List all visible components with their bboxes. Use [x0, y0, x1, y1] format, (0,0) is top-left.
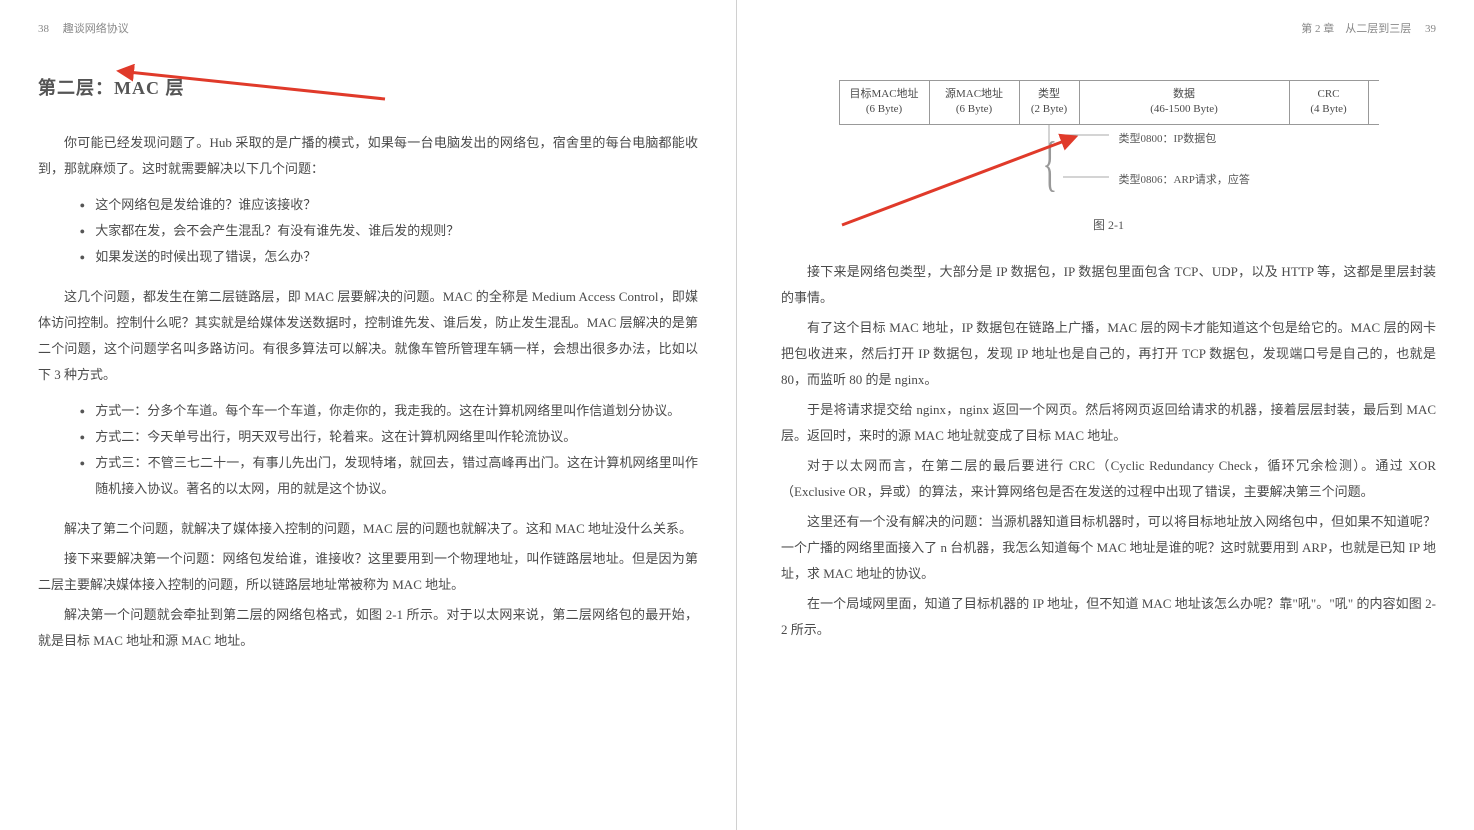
question-list: 这个网络包是发给谁的？谁应该接收？ 大家都在发，会不会产生混乱？有没有谁先发、谁… — [80, 192, 698, 270]
list-item: 这个网络包是发给谁的？谁应该接收？ — [80, 192, 698, 218]
book-page-left: 38 趣谈网络协议 第二层：MAC 层 你可能已经发现问题了。Hub 采取的是广… — [0, 0, 737, 830]
frame-cell: 源MAC地址(6 Byte) — [929, 81, 1019, 124]
paragraph: 有了这个目标 MAC 地址，IP 数据包在链路上广播，MAC 层的网卡才能知道这… — [781, 315, 1436, 393]
paragraph: 解决了第二个问题，就解决了媒体接入控制的问题，MAC 层的问题也就解决了。这和 … — [38, 516, 698, 542]
frame-cell: 目标MAC地址(6 Byte) — [839, 81, 929, 124]
section-title: 第二层：MAC 层 — [38, 70, 698, 106]
paragraph: 你可能已经发现问题了。Hub 采取的是广播的模式，如果每一台电脑发出的网络包，宿… — [38, 130, 698, 182]
page-number: 38 — [38, 23, 49, 35]
type-label-1: 类型0800：IP数据包 — [1119, 128, 1217, 150]
paragraph: 这几个问题，都发生在第二层链路层，即 MAC 层要解决的问题。MAC 的全称是 … — [38, 284, 698, 388]
paragraph: 于是将请求提交给 nginx，nginx 返回一个网页。然后将网页返回给请求的机… — [781, 397, 1436, 449]
frame-cell: 类型(2 Byte) — [1019, 81, 1079, 124]
list-item: 方式一：分多个车道。每个车一个车道，你走你的，我走我的。这在计算机网络里叫作信道… — [80, 398, 698, 424]
paragraph: 解决第一个问题就会牵扯到第二层的网络包格式，如图 2-1 所示。对于以太网来说，… — [38, 602, 698, 654]
chapter-label: 第 2 章 从二层到三层 — [1301, 23, 1411, 35]
paragraph: 对于以太网而言，在第二层的最后要进行 CRC（Cyclic Redundancy… — [781, 453, 1436, 505]
type-label-2: 类型0806：ARP请求，应答 — [1119, 169, 1250, 191]
figure-caption: 图 2-1 — [839, 213, 1379, 237]
list-item: 方式二：今天单号出行，明天双号出行，轮着来。这在计算机网络里叫作轮流协议。 — [80, 424, 698, 450]
type-expansion: { 类型0800：IP数据包 类型0806：ARP请求，应答 — [839, 125, 1379, 205]
list-item: 如果发送的时候出现了错误，怎么办？ — [80, 244, 698, 270]
paragraph: 在一个局域网里面，知道了目标机器的 IP 地址，但不知道 MAC 地址该怎么办呢… — [781, 591, 1436, 643]
list-item: 方式三：不管三七二十一，有事儿先出门，发现特堵，就回去，错过高峰再出门。这在计算… — [80, 450, 698, 502]
svg-text:{: { — [1042, 129, 1057, 195]
book-page-right: 第 2 章 从二层到三层 39 目标MAC地址(6 Byte)源MAC地址(6 … — [737, 0, 1474, 830]
page-header-right: 第 2 章 从二层到三层 39 — [781, 18, 1436, 40]
frame-cell: CRC(4 Byte) — [1289, 81, 1369, 124]
paragraph: 接下来要解决第一个问题：网络包发给谁，谁接收？这里要用到一个物理地址，叫作链路层… — [38, 546, 698, 598]
page-header-left: 38 趣谈网络协议 — [38, 18, 698, 40]
book-title: 趣谈网络协议 — [63, 23, 129, 35]
paragraph: 这里还有一个没有解决的问题：当源机器知道目标机器时，可以将目标地址放入网络包中，… — [781, 509, 1436, 587]
frame-cell: 数据(46-1500 Byte) — [1079, 81, 1289, 124]
page-number: 39 — [1425, 23, 1436, 35]
ethernet-frame-diagram: 目标MAC地址(6 Byte)源MAC地址(6 Byte)类型(2 Byte)数… — [839, 80, 1379, 237]
method-list: 方式一：分多个车道。每个车一个车道，你走你的，我走我的。这在计算机网络里叫作信道… — [80, 398, 698, 502]
list-item: 大家都在发，会不会产生混乱？有没有谁先发、谁后发的规则？ — [80, 218, 698, 244]
frame-header-row: 目标MAC地址(6 Byte)源MAC地址(6 Byte)类型(2 Byte)数… — [839, 80, 1379, 125]
paragraph: 接下来是网络包类型，大部分是 IP 数据包，IP 数据包里面包含 TCP、UDP… — [781, 259, 1436, 311]
